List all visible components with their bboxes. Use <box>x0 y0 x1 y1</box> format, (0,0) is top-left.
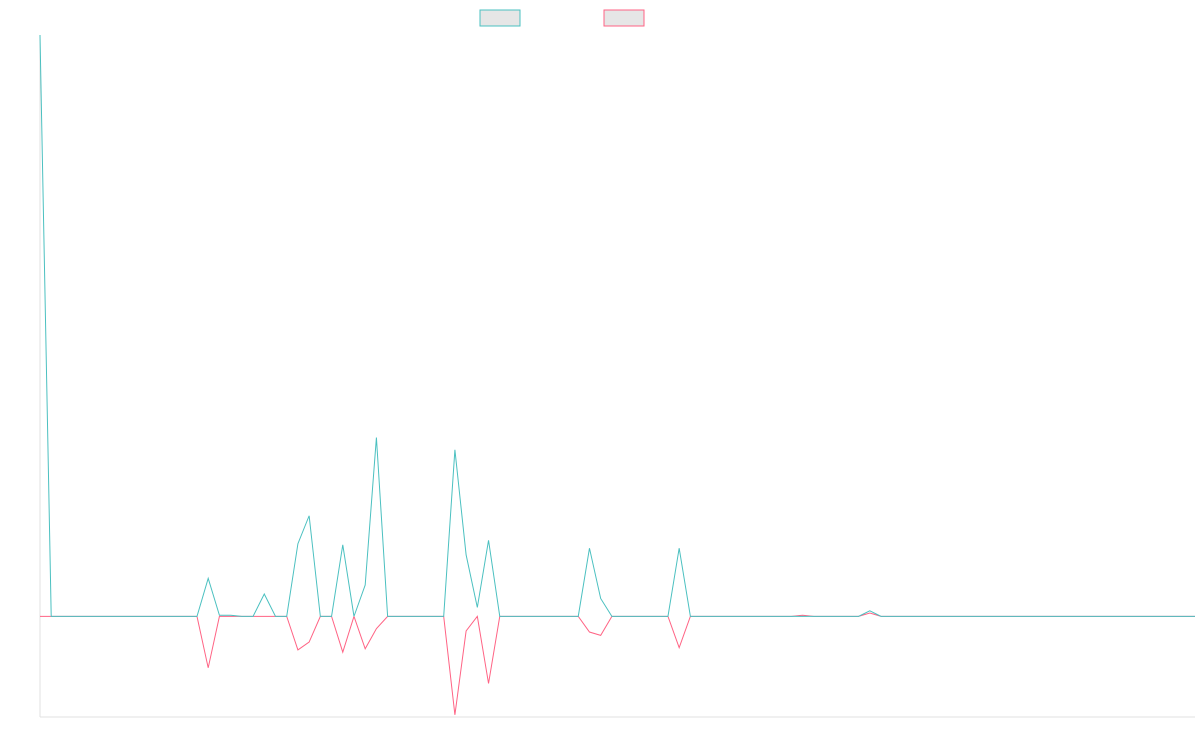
legend-swatch-series-1[interactable] <box>479 9 521 27</box>
legend[interactable] <box>479 9 645 27</box>
legend-swatch-series-2[interactable] <box>603 9 645 27</box>
series-layer <box>39 34 1195 715</box>
series-1-line <box>39 34 1195 617</box>
series-2-line <box>40 612 1195 715</box>
axes <box>39 35 1195 718</box>
